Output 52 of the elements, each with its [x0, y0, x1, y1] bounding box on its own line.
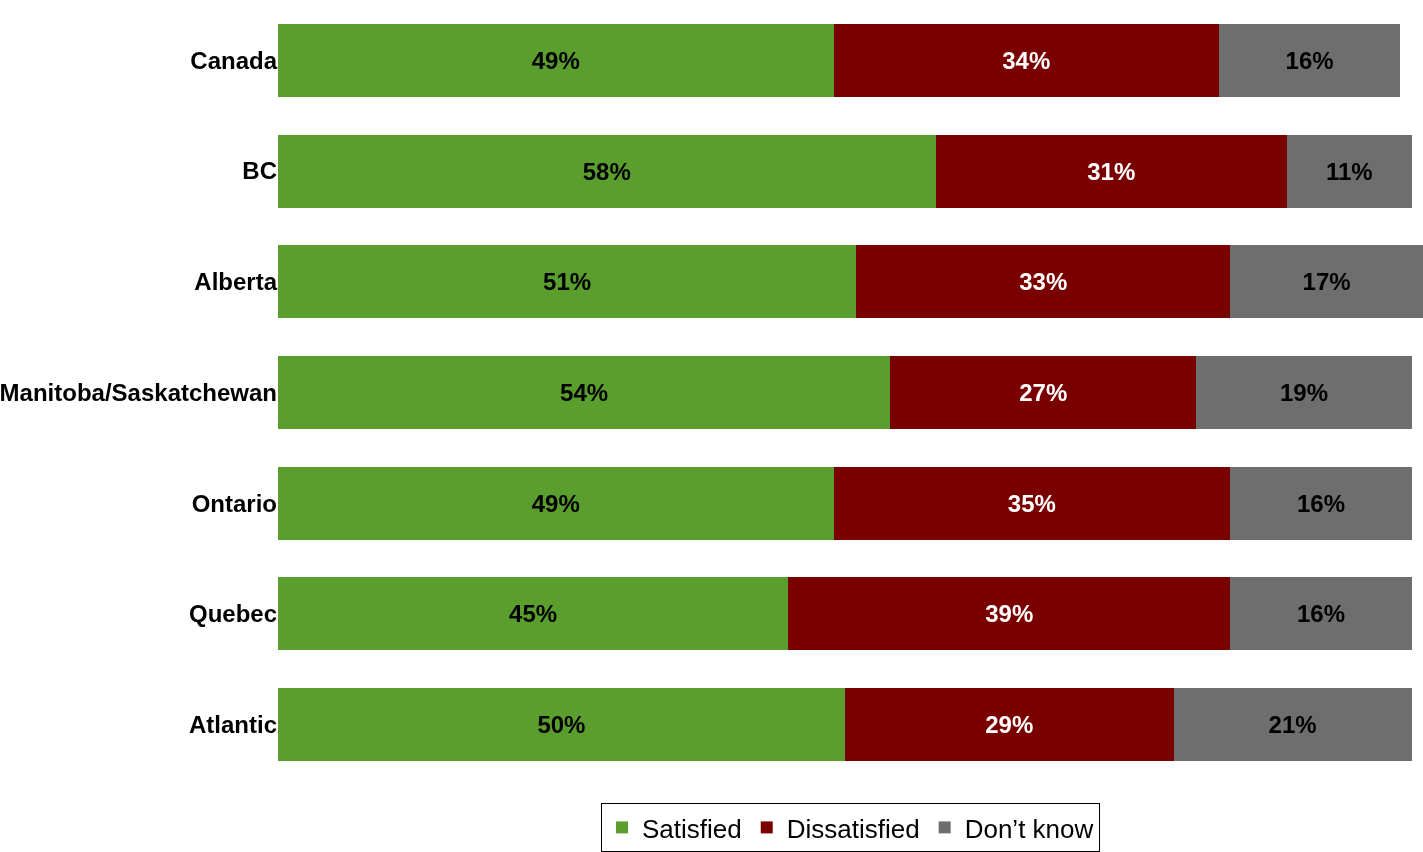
data-label: 35% — [1007, 489, 1056, 517]
bar — [844, 688, 1174, 762]
data-label: 49% — [531, 489, 580, 517]
y-tick-label: Alberta — [194, 268, 278, 296]
data-label: 11% — [1325, 157, 1373, 185]
data-label: 54% — [560, 379, 609, 406]
bar — [278, 23, 834, 97]
data-label: 21% — [1268, 711, 1317, 739]
bar — [1230, 245, 1423, 319]
y-tick-label: Atlantic — [188, 711, 277, 739]
bar — [278, 245, 857, 319]
data-label: 19% — [1279, 379, 1328, 406]
y-tick-label: Manitoba/Saskatchewan — [0, 378, 277, 406]
y-tick-label: Canada — [190, 46, 278, 74]
bar — [278, 134, 936, 208]
data-label: 31% — [1087, 157, 1136, 185]
bar — [935, 134, 1287, 208]
bar — [1196, 355, 1412, 430]
legend-label: Satisfied — [642, 813, 742, 844]
y-tick-label: Quebec — [188, 600, 277, 628]
data-label: 27% — [1019, 379, 1068, 406]
bar — [278, 355, 891, 430]
bar — [1230, 577, 1412, 651]
bar — [1173, 688, 1412, 762]
data-label: 51% — [543, 268, 592, 296]
data-label: 16% — [1296, 600, 1345, 628]
legend-label: Don’t know — [964, 813, 1094, 844]
data-label: 49% — [531, 46, 580, 74]
bar — [833, 23, 1219, 97]
data-label: 50% — [537, 711, 586, 739]
bar — [890, 355, 1197, 430]
data-label: 17% — [1302, 268, 1351, 296]
bar — [278, 577, 789, 651]
bar — [833, 466, 1231, 540]
bar — [1230, 466, 1412, 540]
data-label: 16% — [1296, 489, 1345, 517]
bar — [788, 577, 1231, 651]
y-tick-label: Ontario — [191, 489, 277, 517]
bar — [278, 466, 834, 540]
bar — [278, 688, 845, 762]
data-label: 45% — [509, 600, 558, 628]
data-label: 16% — [1285, 46, 1334, 74]
data-label: 29% — [985, 711, 1034, 739]
bar — [1286, 134, 1412, 208]
legend-label: Dissatisfied — [786, 813, 920, 844]
bar — [1218, 23, 1401, 97]
y-tick-label: BC — [242, 157, 277, 185]
data-label: 34% — [1002, 46, 1051, 74]
bar — [856, 245, 1231, 319]
data-label: 39% — [985, 600, 1034, 628]
data-label: 33% — [1019, 268, 1068, 296]
data-label: 58% — [582, 157, 631, 185]
